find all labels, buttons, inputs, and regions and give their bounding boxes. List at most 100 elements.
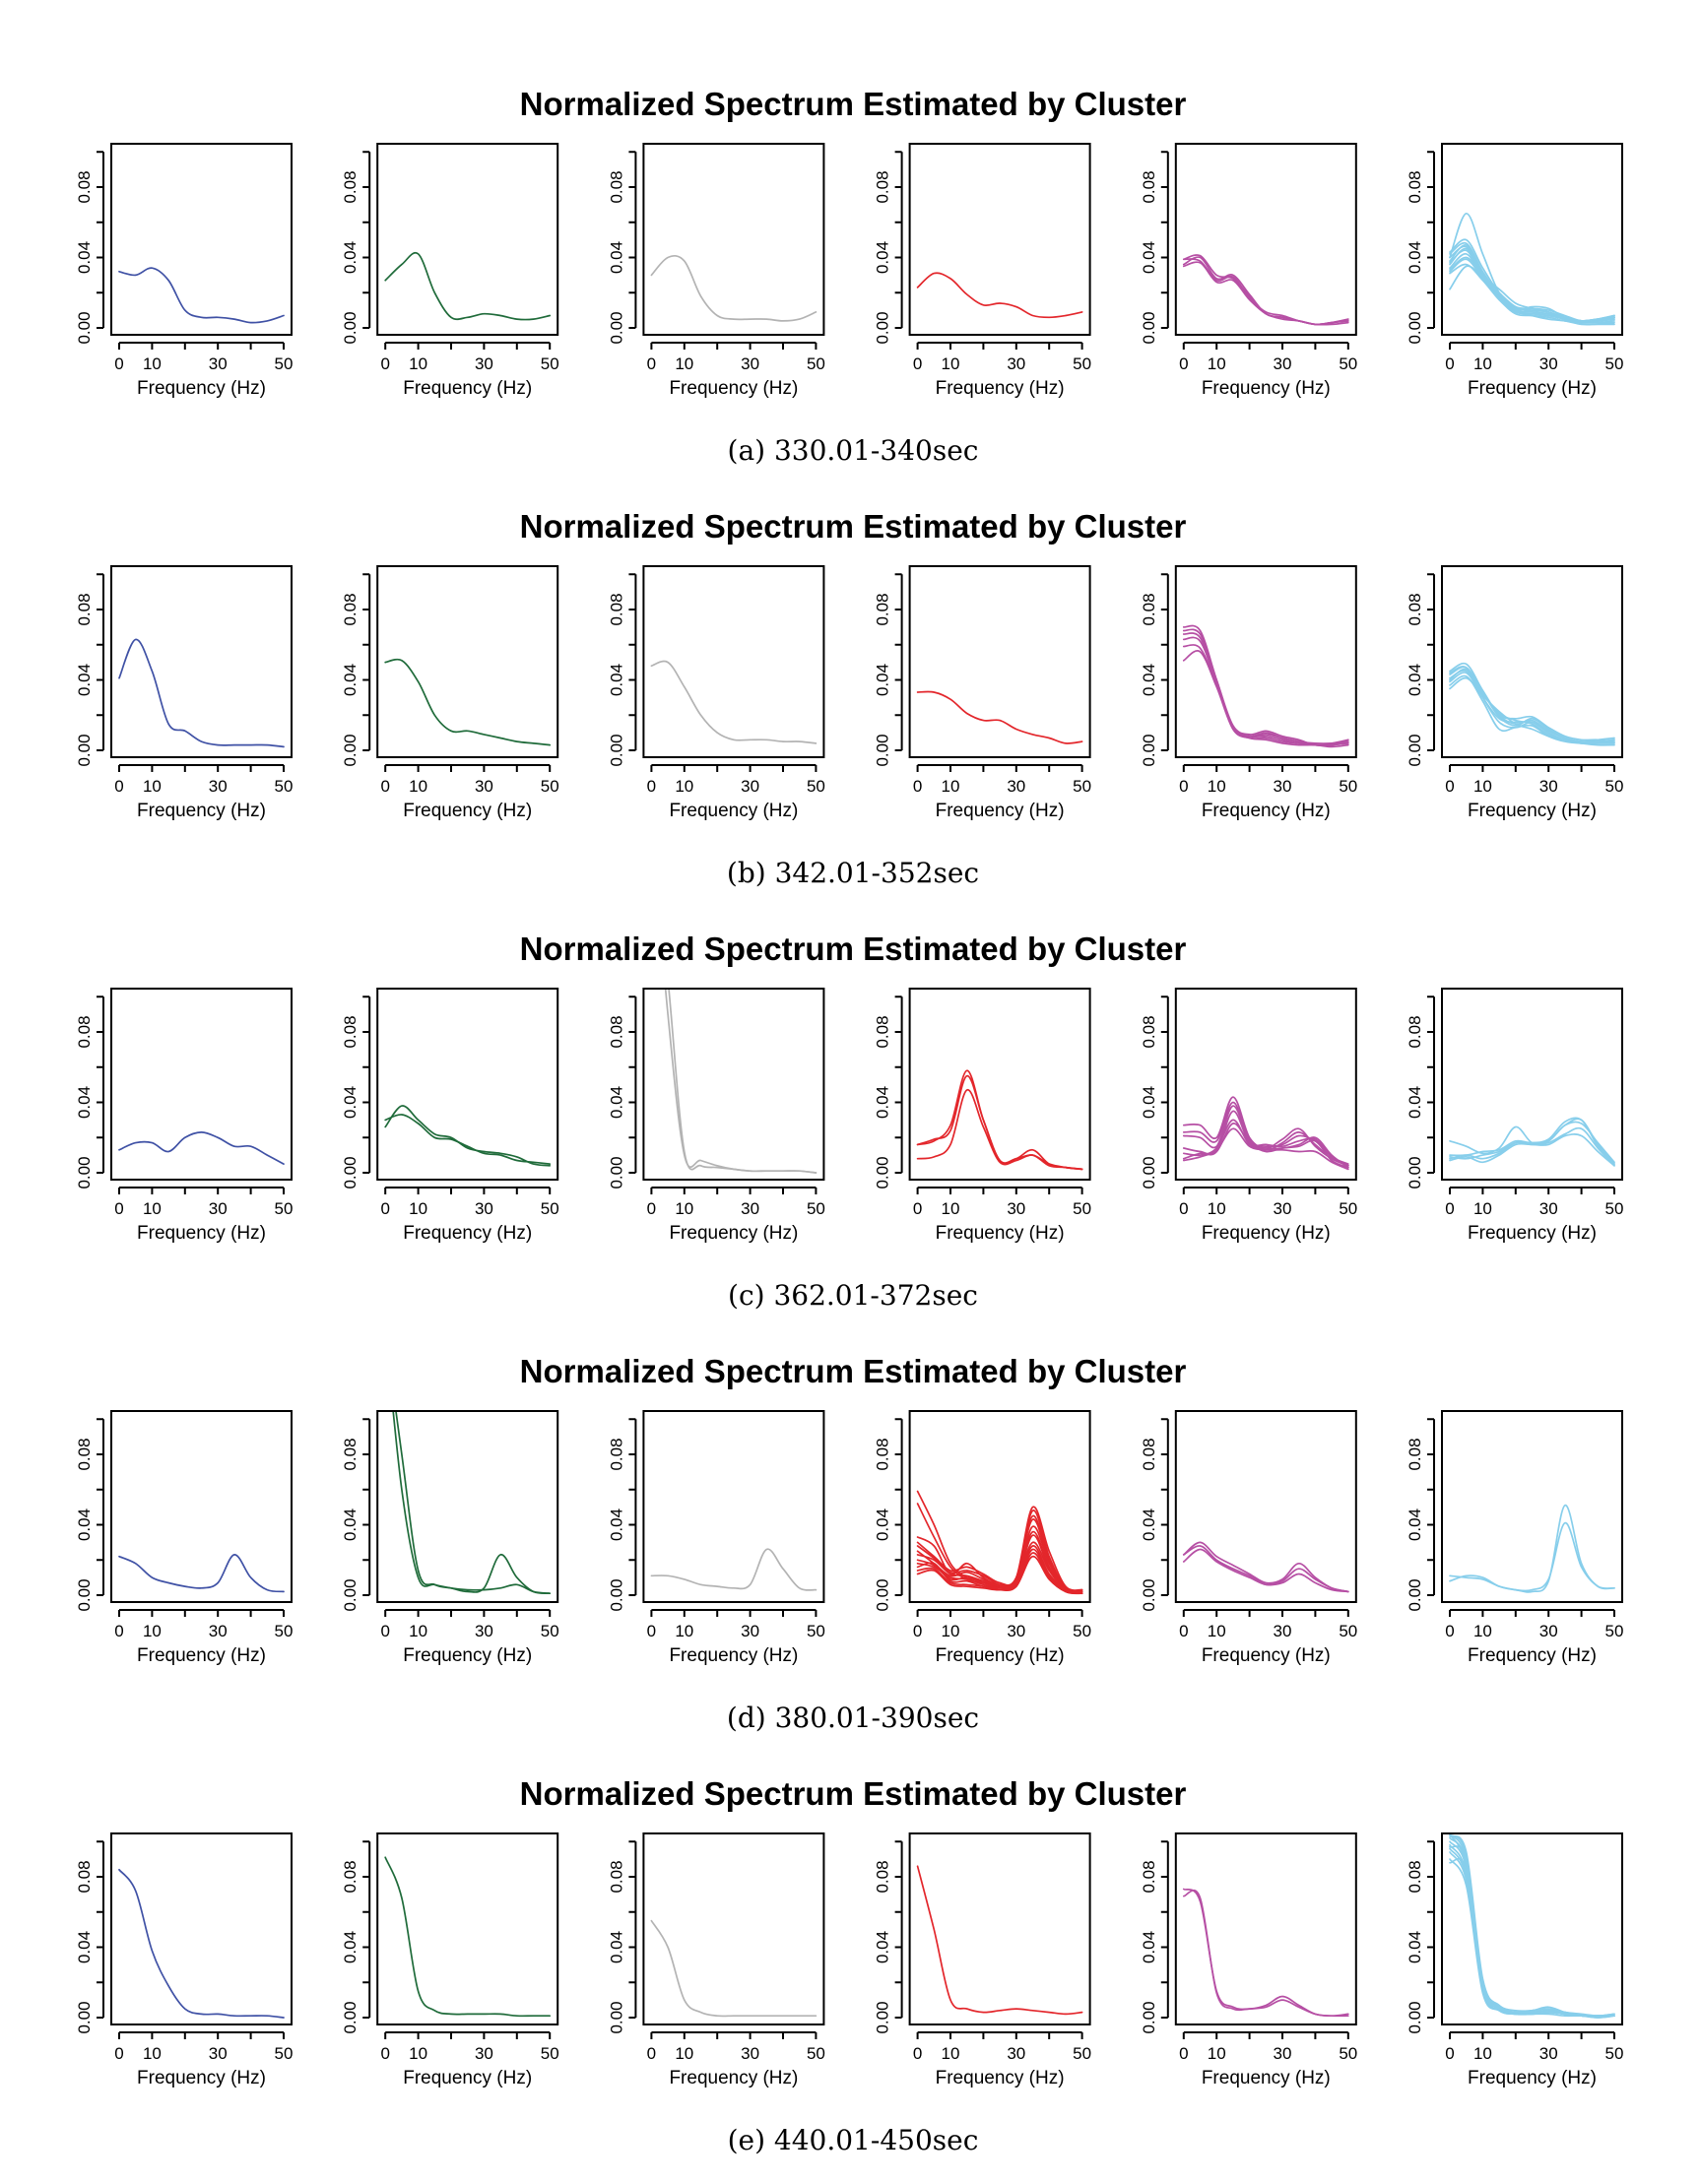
y-tick-label: 0.08 bbox=[874, 1015, 892, 1048]
curves bbox=[650, 660, 818, 744]
x-tick-label: 10 bbox=[1473, 354, 1492, 373]
spectrum-curve bbox=[1449, 1504, 1615, 1593]
curves bbox=[1449, 1117, 1615, 1167]
curves bbox=[650, 1919, 818, 2018]
y-tick-label: 0.08 bbox=[607, 593, 625, 625]
x-tick-label: 30 bbox=[1007, 777, 1025, 796]
spectrum-curve bbox=[916, 272, 1083, 319]
x-tick-label: 0 bbox=[1445, 354, 1454, 373]
x-tick-label: 30 bbox=[209, 354, 228, 373]
section-title: Normalized Spectrum Estimated by Cluster bbox=[520, 1353, 1187, 1389]
section-caption: (d) 380.01-390sec bbox=[727, 1702, 979, 1734]
x-tick-label: 0 bbox=[1445, 1622, 1454, 1640]
y-tick-label: 0.08 bbox=[1406, 593, 1424, 625]
y-tick-label: 0.08 bbox=[607, 1438, 625, 1470]
x-tick-label: 10 bbox=[1208, 2044, 1226, 2063]
curves bbox=[1182, 254, 1349, 326]
y-tick-label: 0.00 bbox=[607, 734, 625, 766]
x-axis-label: Frequency (Hz) bbox=[1468, 1645, 1597, 1666]
plot-frame bbox=[908, 988, 1091, 1181]
spectrum-curve bbox=[650, 660, 818, 744]
y-tick-label: 0.08 bbox=[75, 1860, 94, 1893]
x-axis-label: Frequency (Hz) bbox=[669, 2068, 798, 2088]
spectrum-curve bbox=[1182, 624, 1349, 746]
curves bbox=[1182, 624, 1349, 748]
x-tick-label: 30 bbox=[741, 1622, 759, 1640]
x-tick-label: 0 bbox=[380, 1199, 389, 1218]
spectrum-curve bbox=[916, 1865, 1083, 2016]
x-tick-label: 0 bbox=[1179, 1199, 1188, 1218]
x-tick-label: 0 bbox=[647, 354, 656, 373]
plot-frame bbox=[642, 1410, 825, 1603]
y-tick-label: 0.04 bbox=[1406, 241, 1424, 274]
curves bbox=[916, 1490, 1083, 1595]
y-tick-label: 0.04 bbox=[607, 1509, 625, 1541]
panel-cluster-3: 0.00 0.04 0.08 0 10 30 50 Frequency (Hz) bbox=[607, 988, 825, 1244]
curves bbox=[392, 1411, 552, 1595]
y-tick-label: 0.04 bbox=[341, 1509, 360, 1541]
x-tick-label: 50 bbox=[1073, 777, 1091, 796]
spectrum-curve bbox=[384, 1856, 552, 2018]
curves bbox=[664, 989, 818, 1174]
x-axis-label: Frequency (Hz) bbox=[1468, 1223, 1597, 1244]
x-tick-label: 10 bbox=[143, 354, 162, 373]
x-tick-label: 10 bbox=[1473, 1622, 1492, 1640]
x-axis-label: Frequency (Hz) bbox=[1468, 378, 1597, 399]
x-tick-label: 50 bbox=[1073, 1622, 1091, 1640]
y-tick-label: 0.08 bbox=[1140, 170, 1158, 203]
spectrum-curve bbox=[1449, 1845, 1615, 2018]
spectrum-curve bbox=[916, 1548, 1083, 1595]
x-tick-label: 50 bbox=[1339, 2044, 1357, 2063]
y-tick-label: 0.04 bbox=[1140, 1931, 1158, 1963]
x-tick-label: 10 bbox=[1208, 1199, 1226, 1218]
x-tick-label: 30 bbox=[475, 777, 493, 796]
curves bbox=[118, 638, 285, 748]
figure-section: Normalized Spectrum Estimated by Cluster… bbox=[75, 86, 1623, 467]
spectrum-curve bbox=[1449, 241, 1615, 323]
x-tick-label: 10 bbox=[942, 2044, 960, 2063]
spectrum-curve bbox=[392, 1411, 552, 1595]
panel-cluster-4: 0.00 0.04 0.08 0 10 30 50 Frequency (Hz) bbox=[874, 1410, 1091, 1666]
spectrum-curve bbox=[1449, 245, 1615, 326]
curves bbox=[1449, 212, 1615, 326]
plot-frame bbox=[1174, 1832, 1357, 2025]
x-axis-label: Frequency (Hz) bbox=[1202, 1645, 1331, 1666]
curves bbox=[384, 1105, 552, 1167]
y-tick-label: 0.00 bbox=[341, 1156, 360, 1188]
x-tick-label: 30 bbox=[1274, 354, 1292, 373]
x-tick-label: 30 bbox=[1274, 2044, 1292, 2063]
plot-frame bbox=[1174, 565, 1357, 758]
x-tick-label: 30 bbox=[1274, 777, 1292, 796]
x-tick-label: 50 bbox=[541, 777, 559, 796]
y-tick-label: 0.08 bbox=[341, 1015, 360, 1048]
x-tick-label: 50 bbox=[807, 1199, 825, 1218]
x-axis-label: Frequency (Hz) bbox=[669, 378, 798, 399]
spectrum-curve bbox=[1449, 249, 1615, 324]
y-tick-label: 0.00 bbox=[1140, 1156, 1158, 1188]
curves bbox=[650, 1548, 818, 1591]
spectrum-curve bbox=[118, 1554, 285, 1593]
plot-frame bbox=[908, 1410, 1091, 1603]
x-tick-label: 30 bbox=[741, 1199, 759, 1218]
x-tick-label: 10 bbox=[1208, 354, 1226, 373]
y-tick-label: 0.00 bbox=[1406, 1578, 1424, 1611]
panel-cluster-4: 0.00 0.04 0.08 0 10 30 50 Frequency (Hz) bbox=[874, 1832, 1091, 2088]
x-axis-label: Frequency (Hz) bbox=[936, 378, 1065, 399]
y-tick-label: 0.04 bbox=[341, 1931, 360, 1963]
x-tick-label: 50 bbox=[275, 1199, 294, 1218]
x-tick-label: 30 bbox=[1007, 2044, 1025, 2063]
section-title: Normalized Spectrum Estimated by Cluster bbox=[520, 1775, 1187, 1812]
spectrum-curve bbox=[650, 1548, 818, 1591]
y-tick-label: 0.08 bbox=[1406, 170, 1424, 203]
x-tick-label: 0 bbox=[913, 1199, 922, 1218]
y-tick-label: 0.08 bbox=[1140, 593, 1158, 625]
y-tick-label: 0.00 bbox=[874, 1578, 892, 1611]
x-tick-label: 10 bbox=[409, 354, 427, 373]
x-axis-label: Frequency (Hz) bbox=[403, 1223, 532, 1244]
x-axis-label: Frequency (Hz) bbox=[1202, 801, 1331, 821]
x-tick-label: 0 bbox=[1445, 777, 1454, 796]
panel-cluster-4: 0.00 0.04 0.08 0 10 30 50 Frequency (Hz) bbox=[874, 565, 1091, 821]
panel-cluster-6: 0.00 0.04 0.08 0 10 30 50 Frequency (Hz) bbox=[1406, 1832, 1623, 2088]
y-tick-label: 0.04 bbox=[607, 1086, 625, 1119]
y-tick-label: 0.04 bbox=[1406, 664, 1424, 696]
